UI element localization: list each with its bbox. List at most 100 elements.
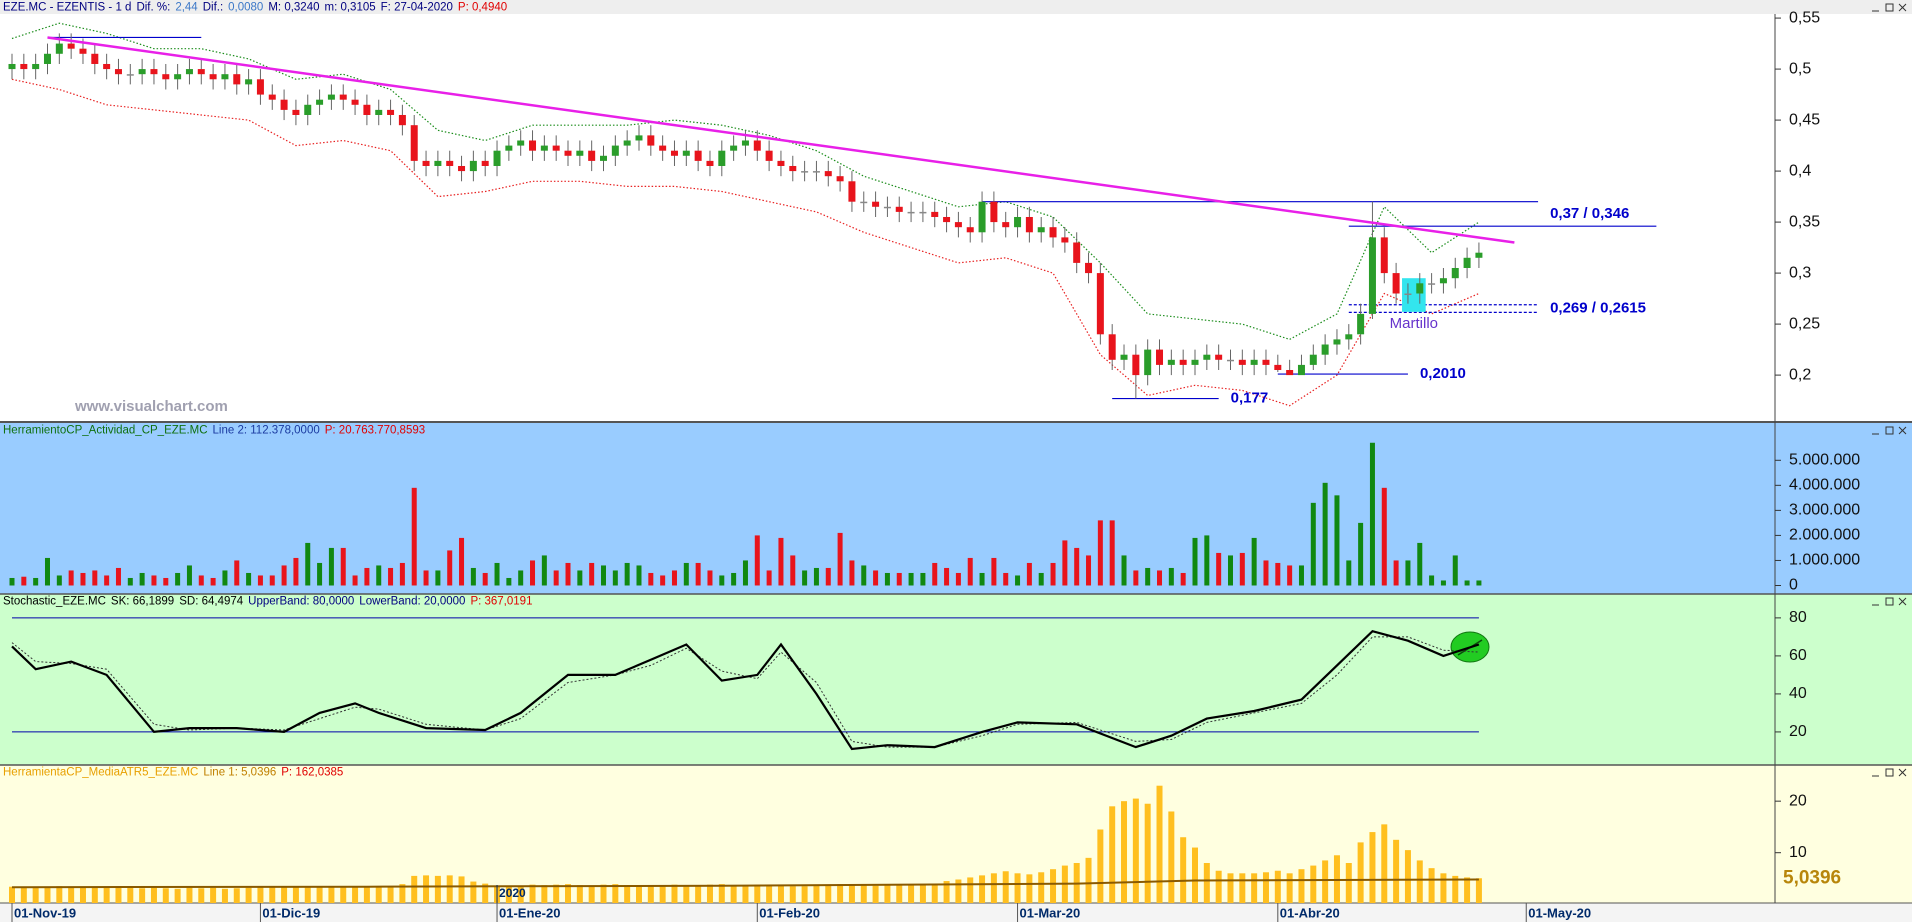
x-tick-label: 01-Mar-20 [1020,905,1081,920]
candle-body [1014,216,1022,228]
bar [163,577,169,586]
candle-body [801,171,809,173]
bar [1334,495,1340,586]
candle-body [446,160,454,166]
bar [1369,442,1375,586]
bar [1393,560,1399,586]
bar [1464,877,1471,903]
bar [1381,824,1388,903]
header-part: Line 1: 5,0396 [203,767,276,779]
header-part: M: 0,3240 [268,2,319,14]
x-tick-label: 01-Abr-20 [1280,905,1340,920]
bar [1475,878,1482,903]
bar [328,887,335,903]
candle-body [1002,222,1010,228]
y-tick-label: 0,45 [1789,111,1820,128]
window-buttons [1872,3,1907,777]
candle-body [79,48,87,54]
bar [1086,555,1092,586]
bar [104,575,110,586]
bar [565,562,571,586]
header-part: F: 27-04-2020 [381,2,453,14]
candle-body [1061,237,1069,243]
candle-body [351,99,359,105]
bar [576,885,583,903]
candle-body [91,53,99,64]
candle-body [1037,227,1045,233]
bar [1015,575,1021,586]
bar [1014,873,1021,903]
bar [352,575,358,586]
header-part: P: 0,4940 [458,2,507,14]
x-tick-label: 01-May-20 [1528,905,1591,920]
header-part: SD: 64,4974 [179,596,244,608]
highlight-label: Martillo [1390,315,1438,332]
bar [1157,570,1163,586]
bar [529,884,536,903]
level-label: 0,177 [1231,390,1269,407]
bar [1168,567,1174,586]
year-label: 2020 [499,886,526,900]
candle-body [978,201,986,233]
bar [304,886,311,903]
bar [1452,875,1459,903]
candle-body [1321,344,1329,355]
bar [317,562,323,586]
bar [222,570,228,586]
y-tick-label: 3.000.000 [1789,502,1860,519]
header-part: 2,44 [175,2,198,14]
bar [612,570,618,586]
y-tick-label: 60 [1789,647,1807,664]
candle-body [1144,349,1152,376]
bar [210,887,217,903]
candle-body [1108,334,1116,360]
bar [233,888,240,903]
bar [695,562,701,586]
bar [186,887,193,903]
candle-body [481,160,489,166]
bar [624,562,630,586]
candle-body [20,63,28,70]
candle-body [718,150,726,166]
candle-body [1156,349,1164,365]
candle-body [1096,273,1104,335]
bar [908,884,915,903]
candle-body [517,140,525,146]
trendline [47,36,1515,244]
bar [1287,565,1293,586]
y-tick-label: 0,2 [1789,366,1811,383]
bar [919,885,926,903]
y-tick-label: 0,5 [1789,60,1811,77]
bar [328,547,334,586]
candle-body [493,150,501,166]
bar [565,884,572,903]
bar [482,883,489,903]
bar [1429,575,1435,586]
bar [660,575,666,586]
bar [813,885,820,903]
bar [848,884,855,903]
bar [1192,537,1198,586]
y-tick-label: 0,35 [1789,213,1820,230]
bar [44,886,51,903]
bar [860,885,867,903]
bar [115,567,121,586]
x-tick-label: 01-Nov-19 [14,905,76,920]
candle-body [1333,339,1341,345]
candle-body [138,69,146,75]
candle-body [256,79,264,95]
y-tick-label: 0,55 [1789,9,1820,26]
bar [1227,555,1233,586]
bar [1428,868,1435,903]
bar [340,886,347,903]
bar [44,557,50,586]
bar [731,572,737,586]
bar [1405,560,1411,586]
bar [1298,869,1305,903]
bar [9,886,15,903]
bar [257,575,263,586]
bar [56,886,63,903]
candle-body [1226,359,1234,362]
bar [482,572,488,586]
